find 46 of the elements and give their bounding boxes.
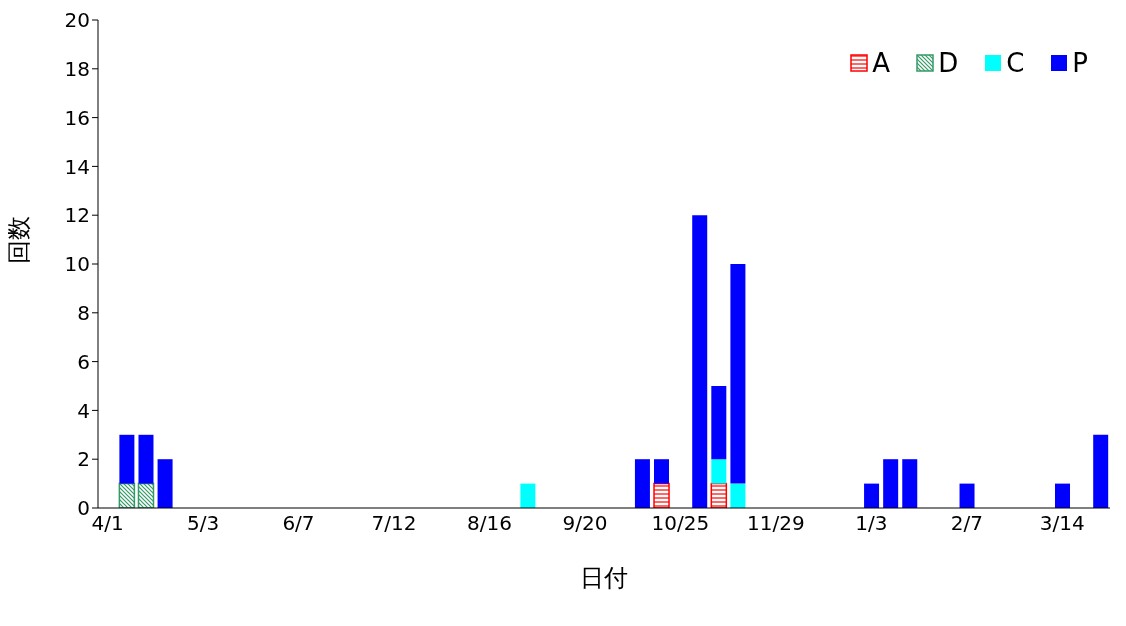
x-tick-label: 9/20 bbox=[562, 511, 608, 536]
bar bbox=[730, 264, 746, 484]
y-tick-label: 12 bbox=[64, 203, 90, 228]
y-tick-label: 4 bbox=[77, 398, 90, 423]
x-tick-label: 1/3 bbox=[855, 511, 888, 536]
y-tick-label: 16 bbox=[64, 105, 90, 130]
bar bbox=[654, 459, 670, 484]
x-tick-label: 10/25 bbox=[651, 511, 710, 536]
x-tick-label: 6/7 bbox=[282, 511, 315, 536]
bar bbox=[1055, 483, 1071, 508]
bar bbox=[902, 459, 918, 508]
legend-label: A bbox=[872, 48, 891, 78]
bar bbox=[119, 434, 135, 484]
y-tick-label: 0 bbox=[77, 496, 90, 521]
x-tick-label: 5/3 bbox=[186, 511, 220, 536]
y-tick-label: 10 bbox=[64, 252, 90, 277]
bar bbox=[883, 459, 899, 508]
bar bbox=[730, 483, 746, 508]
x-tick-label: 7/12 bbox=[371, 511, 417, 536]
bar bbox=[711, 386, 727, 460]
y-tick-label: 6 bbox=[77, 349, 90, 374]
bar bbox=[138, 434, 154, 484]
x-tick-label: 4/1 bbox=[91, 511, 124, 536]
y-tick-label: 20 bbox=[64, 8, 90, 33]
bar bbox=[157, 459, 173, 508]
y-tick-label: 18 bbox=[64, 56, 90, 81]
bar bbox=[634, 459, 650, 508]
bar bbox=[653, 482, 670, 508]
legend-label: P bbox=[1072, 48, 1088, 78]
bar bbox=[864, 483, 880, 508]
y-axis-title: 回数 bbox=[4, 216, 33, 264]
x-tick-label: 11/29 bbox=[747, 511, 805, 536]
x-tick-label: 8/16 bbox=[466, 511, 512, 536]
x-axis-title: 日付 bbox=[580, 564, 628, 592]
x-tick-label: 2/7 bbox=[950, 511, 983, 536]
y-tick-label: 14 bbox=[64, 154, 90, 179]
bar bbox=[1093, 434, 1109, 508]
bar bbox=[692, 215, 708, 508]
x-tick-label: 3/14 bbox=[1039, 511, 1085, 536]
legend-label: D bbox=[938, 48, 959, 78]
bar bbox=[711, 459, 727, 484]
bar bbox=[520, 483, 536, 508]
bar bbox=[959, 483, 975, 508]
y-tick-label: 2 bbox=[77, 447, 90, 472]
legend-label: C bbox=[1006, 48, 1025, 78]
y-tick-label: 8 bbox=[77, 300, 90, 325]
